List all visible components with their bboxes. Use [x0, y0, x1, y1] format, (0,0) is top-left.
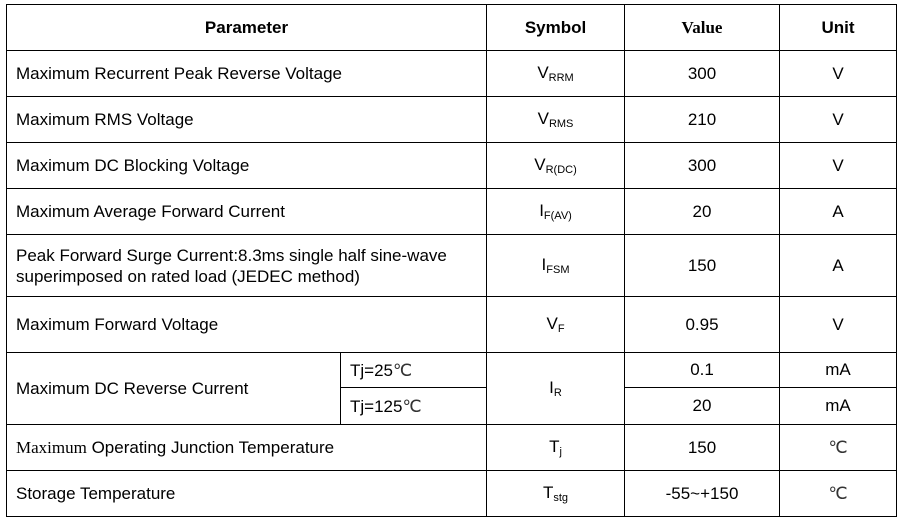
unit-cell: V	[779, 142, 898, 189]
table-row: Maximum DC Blocking Voltage VR(DC) 300 V	[5, 142, 898, 189]
unit-cell: A	[779, 188, 898, 235]
table-row: Storage Temperature Tstg -55~+150 ℃	[5, 470, 898, 517]
symbol-cell: IF(AV)	[486, 188, 626, 235]
parameter-cell: Maximum Recurrent Peak Reverse Voltage	[5, 50, 488, 97]
parameter-cell: Peak Forward Surge Current:8.3ms single …	[5, 234, 488, 297]
parameter-cell: Maximum RMS Voltage	[5, 96, 488, 143]
parameter-cell: Maximum Forward Voltage	[5, 296, 488, 353]
value-cell: 0.95	[624, 296, 781, 353]
ratings-table: Parameter Symbol Value Unit Maximum Recu…	[5, 4, 898, 517]
symbol-cell: Tstg	[486, 470, 626, 517]
table-row: Peak Forward Surge Current:8.3ms single …	[5, 234, 898, 297]
parameter-cell: Maximum DC Blocking Voltage	[5, 142, 488, 189]
value-cell: 20	[624, 188, 781, 235]
table-row: Maximum Forward Voltage VF 0.95 V	[5, 296, 898, 353]
unit-cell: V	[779, 296, 898, 353]
header-value: Value	[624, 4, 781, 51]
condition-cell: Tj=25℃	[339, 352, 488, 388]
symbol-cell: IR	[486, 352, 626, 425]
unit-cell: A	[779, 234, 898, 297]
symbol-cell: IFSM	[486, 234, 626, 297]
symbol-cell: VF	[486, 296, 626, 353]
value-cell: 20	[624, 387, 781, 425]
value-cell: 0.1	[624, 352, 781, 388]
header-row: Parameter Symbol Value Unit	[5, 4, 898, 51]
unit-cell: mA	[779, 387, 898, 425]
table-row: Tj=125℃ 20 mA	[7, 387, 898, 425]
symbol-cell: VRMS	[486, 96, 626, 143]
value-cell: 150	[624, 234, 781, 297]
value-cell: 300	[624, 142, 781, 189]
header-unit: Unit	[779, 4, 898, 51]
unit-cell: V	[779, 96, 898, 143]
header-parameter: Parameter	[5, 4, 488, 51]
symbol-cell: VRRM	[486, 50, 626, 97]
symbol-cell: Tj	[486, 424, 626, 471]
parameter-cell: Maximum DC Reverse Current	[6, 352, 341, 425]
unit-cell: ℃	[779, 424, 898, 471]
header-symbol: Symbol	[486, 4, 626, 51]
unit-cell: ℃	[779, 470, 898, 517]
parameter-cell: Maximum Operating Junction Temperature	[5, 424, 488, 471]
symbol-cell: VR(DC)	[486, 142, 626, 189]
parameter-cell: Storage Temperature	[5, 470, 488, 517]
unit-cell: mA	[779, 352, 898, 388]
unit-cell: V	[779, 50, 898, 97]
table-row: Maximum Average Forward Current IF(AV) 2…	[5, 188, 898, 235]
parameter-cell: Maximum Average Forward Current	[5, 188, 488, 235]
table-row: Maximum Operating Junction Temperature T…	[5, 424, 898, 471]
condition-cell: Tj=125℃	[339, 387, 488, 425]
table-row: Maximum DC Reverse Current Tj=25℃ IR 0.1…	[6, 352, 898, 425]
value-cell: 150	[624, 424, 781, 471]
table-row: Maximum RMS Voltage VRMS 210 V	[5, 96, 898, 143]
value-cell: 300	[624, 50, 781, 97]
value-cell: 210	[624, 96, 781, 143]
value-cell: -55~+150	[624, 470, 781, 517]
table-row: Maximum Recurrent Peak Reverse Voltage V…	[5, 50, 898, 97]
